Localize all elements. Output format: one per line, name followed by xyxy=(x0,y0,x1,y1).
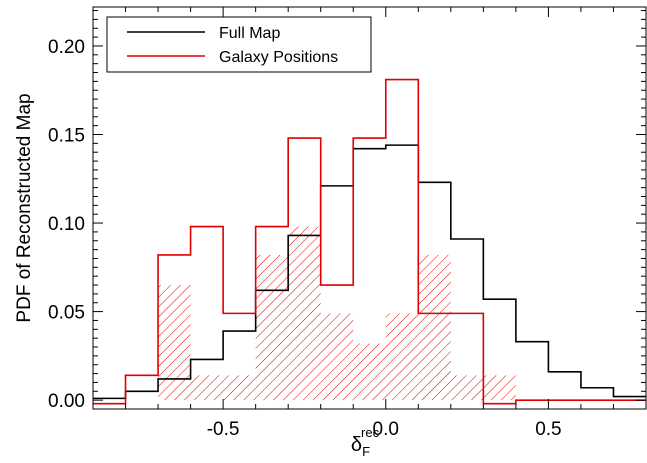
y-tick-label: 0.05 xyxy=(48,303,85,324)
hatched-bar xyxy=(385,313,419,401)
y-tick-label: 0.00 xyxy=(48,391,85,412)
series-step-line-0 xyxy=(93,144,646,400)
legend-box xyxy=(106,16,372,73)
x-tick-label: -0.5 xyxy=(207,419,240,440)
plot-frame xyxy=(92,6,647,410)
hatched-bar xyxy=(353,343,386,401)
y-tick-label: 0.10 xyxy=(48,214,85,235)
hatched-bar xyxy=(223,375,256,401)
y-tick-label: 0.15 xyxy=(48,126,85,147)
x-tick-label: 0.5 xyxy=(535,419,561,440)
legend-label-galaxy-positions: Galaxy Positions xyxy=(219,49,338,66)
hatched-bar xyxy=(418,254,451,401)
series-step-line-1 xyxy=(93,78,646,405)
hatched-bars xyxy=(158,226,516,401)
x-axis-label-sub: F xyxy=(362,444,370,459)
hatched-bar xyxy=(288,226,321,401)
hatched-bar xyxy=(255,254,289,401)
plot-area xyxy=(93,78,646,405)
y-tick-label: 0.20 xyxy=(48,37,85,58)
legend: Full Map Galaxy Positions xyxy=(106,16,372,73)
y-axis-label: PDF of Reconstructed Map xyxy=(14,93,35,322)
legend-label-full-map: Full Map xyxy=(219,25,280,42)
hatched-bar xyxy=(450,375,484,401)
x-axis-label-sup: rec xyxy=(361,425,380,440)
hatched-bar xyxy=(158,285,191,401)
hatched-bar xyxy=(320,313,354,401)
axis-tick-labels: -0.5 0.0 0.5 0.00 0.05 0.10 0.15 0.20 xyxy=(48,37,562,440)
hatched-bar xyxy=(483,375,516,401)
x-axis-label-base: δ xyxy=(351,434,362,456)
series-lines xyxy=(93,78,646,405)
x-tick-label: 0.0 xyxy=(373,419,399,440)
axis-ticks xyxy=(92,7,647,409)
x-axis-label: δFrec xyxy=(351,425,380,459)
hatched-bar xyxy=(190,375,224,401)
